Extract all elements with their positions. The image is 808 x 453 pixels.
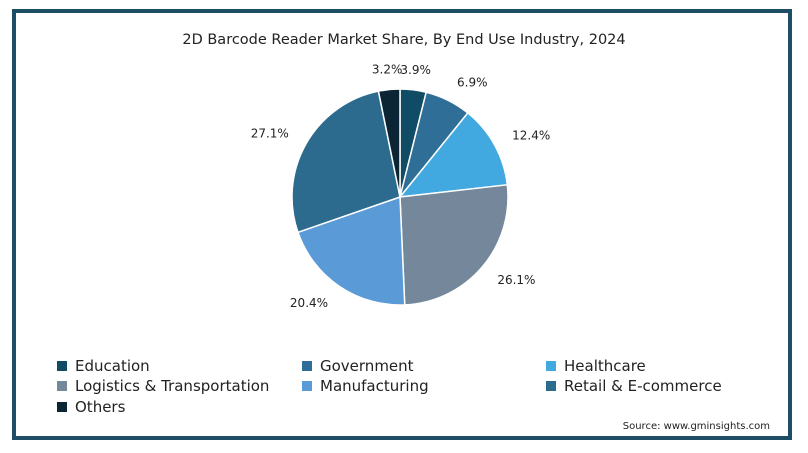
pie-slice-logistics-transportation (399, 183, 509, 306)
data-label-others: 3.2% (372, 63, 403, 77)
pie-slice-others (377, 88, 401, 198)
source-note: Source: www.gminsights.com (622, 421, 770, 432)
legend-label: Retail & E-commerce (564, 377, 722, 395)
legend-item-education: Education (57, 357, 150, 375)
legend-swatch (57, 381, 67, 391)
legend-swatch (302, 381, 312, 391)
legend-label: Healthcare (564, 357, 646, 375)
legend-item-manufacturing: Manufacturing (302, 377, 429, 395)
data-label-logistics-transportation: 26.1% (497, 273, 535, 287)
data-label-retail-e-commerce: 27.1% (251, 127, 289, 141)
legend-swatch (57, 361, 67, 371)
data-label-government: 6.9% (457, 75, 488, 89)
legend-label: Government (320, 357, 414, 375)
legend-item-logistics-transportation: Logistics & Transportation (57, 377, 269, 395)
data-label-education: 3.9% (400, 63, 431, 77)
legend-swatch (57, 402, 67, 412)
pie-slice-retail-e-commerce (291, 90, 401, 234)
data-label-manufacturing: 20.4% (290, 296, 328, 310)
legend-label: Education (75, 357, 150, 375)
pie-slice-manufacturing (296, 195, 406, 306)
legend-item-government: Government (302, 357, 414, 375)
legend-item-healthcare: Healthcare (546, 357, 646, 375)
legend-swatch (546, 361, 556, 371)
legend-label: Logistics & Transportation (75, 377, 270, 395)
legend-swatch (546, 381, 556, 391)
chart-title: 2D Barcode Reader Market Share, By End U… (182, 32, 626, 48)
pie-slice-healthcare (398, 111, 509, 198)
legend-item-retail-e-commerce: Retail & E-commerce (546, 377, 722, 395)
legend-label: Others (75, 398, 126, 416)
legend-swatch (302, 361, 312, 371)
legend-label: Manufacturing (320, 377, 429, 395)
data-label-healthcare: 12.4% (512, 128, 550, 142)
legend-item-others: Others (57, 398, 125, 416)
